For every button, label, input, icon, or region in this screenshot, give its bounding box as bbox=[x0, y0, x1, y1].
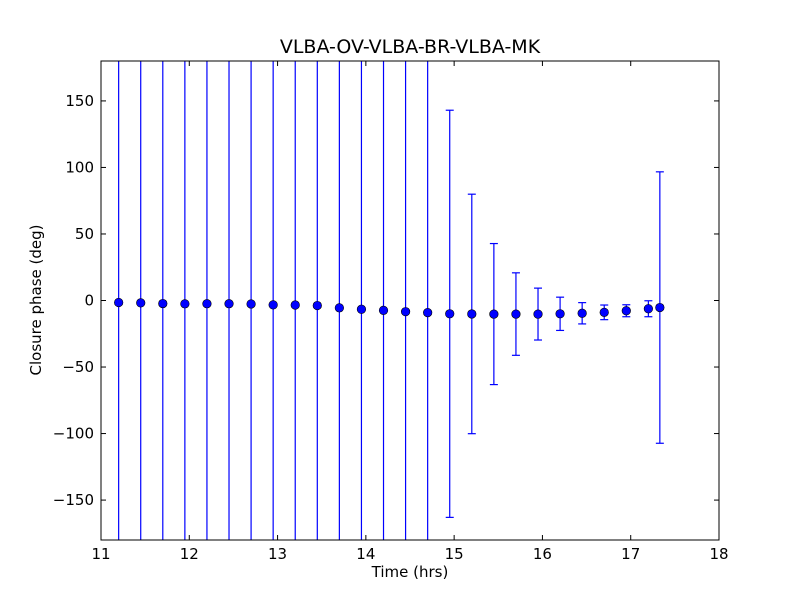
y-axis-label: Closure phase (deg) bbox=[27, 225, 45, 376]
data-point bbox=[511, 309, 521, 319]
x-tick-label: 18 bbox=[709, 545, 728, 563]
data-point bbox=[224, 299, 234, 309]
data-point bbox=[290, 300, 300, 310]
data-point bbox=[246, 299, 256, 309]
chart-title: VLBA-OV-VLBA-BR-VLBA-MK bbox=[280, 36, 541, 58]
data-point bbox=[643, 304, 653, 314]
data-point bbox=[114, 297, 124, 308]
x-tick-label: 11 bbox=[91, 545, 110, 563]
data-point bbox=[378, 305, 389, 315]
data-point bbox=[312, 300, 322, 311]
data-point bbox=[356, 304, 367, 314]
x-tick-label: 16 bbox=[533, 545, 552, 563]
x-tick-label: 15 bbox=[445, 545, 464, 563]
x-tick-label: 14 bbox=[356, 545, 375, 563]
data-point bbox=[467, 309, 477, 319]
data-point bbox=[268, 300, 278, 310]
data-point bbox=[489, 309, 499, 319]
data-point bbox=[136, 298, 146, 308]
data-point bbox=[423, 308, 433, 318]
y-tick-label: 50 bbox=[75, 225, 94, 243]
plot-area bbox=[114, 61, 665, 540]
axes: 11 12 13 14 15 16 17 18 −150 −100 −50 0 50 100 150 bbox=[53, 60, 729, 563]
y-tick-label: −50 bbox=[62, 358, 94, 376]
data-point bbox=[555, 309, 565, 319]
data-point bbox=[533, 309, 543, 319]
x-tick-label: 12 bbox=[180, 545, 199, 563]
data-point bbox=[202, 299, 212, 309]
data-point bbox=[655, 302, 665, 313]
y-tick-label: 0 bbox=[84, 292, 94, 310]
data-point bbox=[445, 309, 455, 319]
y-tick-label: −100 bbox=[53, 425, 94, 443]
x-axis-label: Time (hrs) bbox=[371, 563, 449, 581]
data-series bbox=[114, 61, 665, 540]
y-tick-label: −150 bbox=[53, 491, 94, 509]
y-tick-label: 100 bbox=[65, 158, 94, 176]
x-tick-label: 13 bbox=[268, 545, 287, 563]
x-tick-label: 17 bbox=[621, 545, 640, 563]
data-point bbox=[577, 308, 587, 318]
data-point bbox=[400, 307, 411, 317]
data-point bbox=[599, 307, 609, 317]
data-point bbox=[334, 303, 344, 313]
data-point bbox=[158, 298, 168, 309]
data-point bbox=[180, 299, 190, 309]
y-tick-label: 150 bbox=[65, 92, 94, 110]
data-point bbox=[621, 306, 631, 316]
